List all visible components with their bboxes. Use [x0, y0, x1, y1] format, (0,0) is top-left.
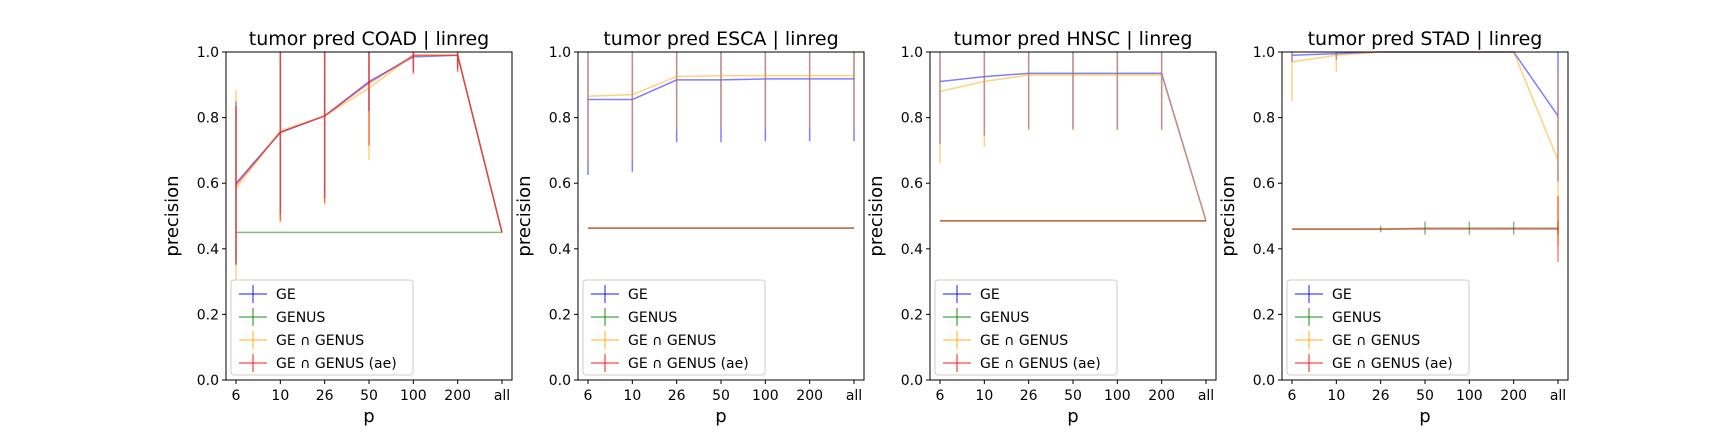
- x-tick-label: 50: [712, 388, 730, 404]
- x-tick-label: 100: [1456, 388, 1483, 404]
- x-tick-label: 6: [232, 388, 241, 404]
- x-tick-label: 10: [1327, 388, 1345, 404]
- x-tick-label: 50: [1416, 388, 1434, 404]
- y-tick-label: 0.6: [901, 176, 923, 192]
- x-tick-label: 26: [316, 388, 334, 404]
- legend-box: [934, 279, 1118, 376]
- y-tick-label: 1.0: [901, 45, 923, 61]
- y-tick-label: 1.0: [197, 45, 219, 61]
- legend-label: GE: [980, 287, 1000, 303]
- y-axis-label: precision: [1218, 175, 1239, 256]
- subplot-4: 0.0 0.2 0.4 0.6 0.8 1.0 6 10 26 50 100 200 all tumor …: [1218, 28, 1569, 427]
- y-tick-label: 0.0: [197, 373, 219, 389]
- x-tick-label: 6: [936, 388, 945, 404]
- x-tick-label: 6: [584, 388, 593, 404]
- y-tick-label: 0.8: [1253, 111, 1275, 127]
- chart-title: tumor pred STAD | linreg: [1308, 28, 1543, 50]
- legend-label: GENUS: [276, 310, 325, 326]
- x-tick-label: 6: [1288, 388, 1297, 404]
- chart-title: tumor pred ESCA | linreg: [603, 28, 838, 50]
- subplot-2: 0.0 0.2 0.4 0.6 0.8 1.0 6 10 26 50 100 200 all tumor …: [514, 28, 865, 427]
- subplot-1: 0.0 0.2 0.4 0.6 0.8 1.0 6 10 26 50 100 200 all tumor …: [162, 28, 513, 427]
- x-tick-label: 200: [796, 388, 823, 404]
- y-axis-label: precision: [866, 175, 887, 256]
- chart-title: tumor pred COAD | linreg: [249, 28, 489, 50]
- x-tick-label: 100: [1104, 388, 1131, 404]
- x-axis-label: p: [715, 406, 726, 427]
- series-group: [1291, 51, 1559, 262]
- y-tick-label: 0.6: [549, 176, 571, 192]
- legend: GE GENUS GE ∩ GENUS GE ∩ GENUS (ae): [230, 279, 414, 376]
- legend-label: GE ∩ GENUS: [628, 333, 716, 349]
- x-tick-label: 200: [444, 388, 471, 404]
- legend-box: [582, 279, 766, 376]
- y-tick-label: 0.2: [1253, 307, 1275, 323]
- x-tick-label: all: [494, 388, 510, 404]
- y-tick-label: 0.8: [197, 111, 219, 127]
- legend: GE GENUS GE ∩ GENUS GE ∩ GENUS (ae): [582, 279, 766, 376]
- x-tick-label: 26: [668, 388, 686, 404]
- legend-label: GE ∩ GENUS (ae): [628, 356, 749, 372]
- legend-label: GE ∩ GENUS (ae): [276, 356, 397, 372]
- legend-box: [1286, 279, 1470, 376]
- x-tick-label: all: [1198, 388, 1214, 404]
- legend-label: GE ∩ GENUS (ae): [1332, 356, 1453, 372]
- legend-label: GENUS: [628, 310, 677, 326]
- y-tick-label: 0.0: [1253, 373, 1275, 389]
- legend-box: [230, 279, 414, 376]
- subplot-3: 0.0 0.2 0.4 0.6 0.8 1.0 6 10 26 50 100 200 all tumor …: [866, 28, 1217, 427]
- x-axis-label: p: [1067, 406, 1078, 427]
- y-tick-label: 1.0: [1253, 45, 1275, 61]
- x-tick-label: 100: [400, 388, 427, 404]
- x-tick-label: 10: [975, 388, 993, 404]
- y-tick-label: 0.8: [549, 111, 571, 127]
- x-tick-label: 50: [1064, 388, 1082, 404]
- legend-label: GE ∩ GENUS: [1332, 333, 1420, 349]
- y-tick-label: 0.4: [197, 242, 219, 258]
- legend-label: GENUS: [980, 310, 1029, 326]
- x-axis-label: p: [1419, 406, 1430, 427]
- x-tick-label: 200: [1500, 388, 1527, 404]
- x-axis-label: p: [363, 406, 374, 427]
- series-group: [939, 52, 1207, 222]
- y-tick-label: 0.0: [549, 373, 571, 389]
- y-tick-label: 0.2: [901, 307, 923, 323]
- y-tick-label: 0.4: [901, 242, 923, 258]
- x-tick-label: all: [846, 388, 862, 404]
- y-tick-label: 0.0: [901, 373, 923, 389]
- y-tick-label: 0.2: [549, 307, 571, 323]
- legend-label: GE: [276, 287, 296, 303]
- y-tick-label: 0.8: [901, 111, 923, 127]
- x-tick-label: all: [1550, 388, 1566, 404]
- chart-title: tumor pred HNSC | linreg: [954, 28, 1193, 50]
- legend-label: GE ∩ GENUS (ae): [980, 356, 1101, 372]
- y-tick-label: 0.6: [1253, 176, 1275, 192]
- series-line: [1291, 51, 1559, 161]
- y-tick-label: 0.6: [197, 176, 219, 192]
- legend-label: GE ∩ GENUS: [276, 333, 364, 349]
- legend: GE GENUS GE ∩ GENUS GE ∩ GENUS (ae): [934, 279, 1118, 376]
- y-tick-label: 0.4: [1253, 242, 1275, 258]
- legend-label: GE: [628, 287, 648, 303]
- x-tick-label: 26: [1372, 388, 1390, 404]
- legend-label: GENUS: [1332, 310, 1381, 326]
- y-tick-label: 0.4: [549, 242, 571, 258]
- legend-label: GE: [1332, 287, 1352, 303]
- x-tick-label: 100: [752, 388, 779, 404]
- series-group: [587, 52, 855, 229]
- x-tick-label: 200: [1148, 388, 1175, 404]
- y-axis-label: precision: [514, 175, 535, 256]
- x-tick-label: 10: [623, 388, 641, 404]
- y-tick-label: 0.2: [197, 307, 219, 323]
- x-tick-label: 50: [360, 388, 378, 404]
- y-axis-label: precision: [162, 175, 183, 256]
- y-tick-label: 1.0: [549, 45, 571, 61]
- legend: GE GENUS GE ∩ GENUS GE ∩ GENUS (ae): [1286, 279, 1470, 376]
- legend-label: GE ∩ GENUS: [980, 333, 1068, 349]
- x-tick-label: 10: [271, 388, 289, 404]
- x-tick-label: 26: [1020, 388, 1038, 404]
- series-group: [235, 52, 503, 287]
